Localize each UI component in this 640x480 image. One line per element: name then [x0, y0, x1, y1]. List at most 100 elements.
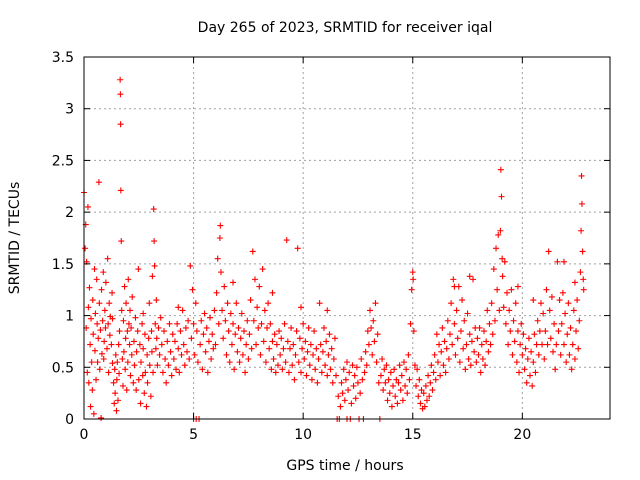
data-point [511, 338, 518, 345]
data-point [87, 341, 94, 348]
data-point [430, 369, 437, 376]
data-point [244, 317, 251, 324]
data-point [560, 258, 567, 265]
y-tick-label: 1.5 [52, 257, 74, 273]
data-point [436, 341, 443, 348]
data-point [312, 366, 319, 373]
data-point [126, 341, 133, 348]
data-point [553, 341, 560, 348]
data-point [147, 393, 154, 400]
data-point [317, 341, 324, 348]
data-point [109, 289, 116, 296]
data-point [222, 317, 229, 324]
data-point [89, 297, 96, 304]
data-point [463, 341, 470, 348]
y-tick-labels: 0 0.5 1 1.5 2 2.5 3 3.5 [52, 50, 74, 428]
data-point [207, 314, 214, 321]
data-point [104, 255, 111, 262]
data-point [514, 328, 521, 335]
data-point [307, 341, 314, 348]
data-point [372, 300, 379, 307]
data-point [227, 310, 234, 317]
data-point [166, 320, 173, 327]
data-point [212, 341, 219, 348]
data-point [578, 172, 585, 179]
data-point [545, 248, 552, 255]
data-point [361, 369, 368, 376]
data-point [357, 390, 364, 397]
data-point [408, 286, 415, 293]
data-point [573, 328, 580, 335]
data-point [410, 328, 417, 335]
data-point [395, 379, 402, 386]
data-point [108, 341, 115, 348]
data-point [402, 382, 409, 389]
y-axis-label: SRMTID / TECUs [7, 182, 23, 295]
data-point [547, 335, 554, 342]
x-tick-label: 10 [294, 427, 312, 443]
data-point [123, 387, 130, 394]
data-point [242, 369, 249, 376]
y-tick-label: 3.5 [52, 50, 74, 66]
data-point [578, 200, 585, 207]
data-point [282, 359, 289, 366]
data-point [394, 400, 401, 407]
data-point [377, 372, 384, 379]
data-point [564, 331, 571, 338]
data-point [220, 335, 227, 342]
data-point [118, 238, 125, 245]
data-point [85, 379, 92, 386]
data-point [141, 331, 148, 338]
data-point [179, 307, 186, 314]
data-point [407, 320, 414, 327]
data-point [110, 379, 117, 386]
data-point [418, 387, 425, 394]
data-point [144, 351, 151, 358]
data-point [101, 338, 108, 345]
data-point [353, 364, 360, 371]
axis-ticks [83, 56, 610, 420]
data-point [216, 235, 223, 241]
data-point [421, 403, 428, 410]
data-point [510, 317, 517, 324]
data-point [102, 279, 109, 286]
data-point [345, 387, 352, 394]
data-point [476, 324, 483, 331]
data-point [507, 328, 514, 335]
data-point [121, 283, 128, 290]
data-point [279, 366, 286, 373]
x-tick-label: 0 [80, 427, 89, 443]
data-point [214, 255, 221, 262]
data-point [392, 393, 399, 400]
data-point [95, 335, 102, 342]
data-point [313, 345, 320, 352]
data-point [512, 300, 519, 307]
data-point [488, 300, 495, 307]
data-point [568, 366, 575, 373]
data-point [200, 331, 207, 338]
data-point [102, 324, 109, 331]
data-point [433, 331, 440, 338]
data-point [528, 348, 535, 355]
data-point [281, 320, 288, 327]
data-point [536, 328, 543, 335]
data-point [170, 356, 177, 363]
data-point [85, 304, 92, 311]
data-point [522, 345, 529, 352]
data-point [123, 300, 130, 307]
data-point [420, 390, 427, 397]
data-point [277, 351, 284, 358]
y-tick-label: 3 [65, 102, 74, 118]
data-point [297, 304, 304, 311]
data-point [86, 284, 93, 291]
data-point [474, 335, 481, 342]
data-point [384, 397, 391, 404]
data-point [88, 359, 95, 366]
data-point [152, 345, 159, 352]
data-point [243, 341, 250, 348]
data-point [449, 341, 456, 348]
data-point [120, 317, 127, 324]
data-point [175, 345, 182, 352]
data-point [390, 382, 397, 389]
data-point [111, 400, 118, 407]
